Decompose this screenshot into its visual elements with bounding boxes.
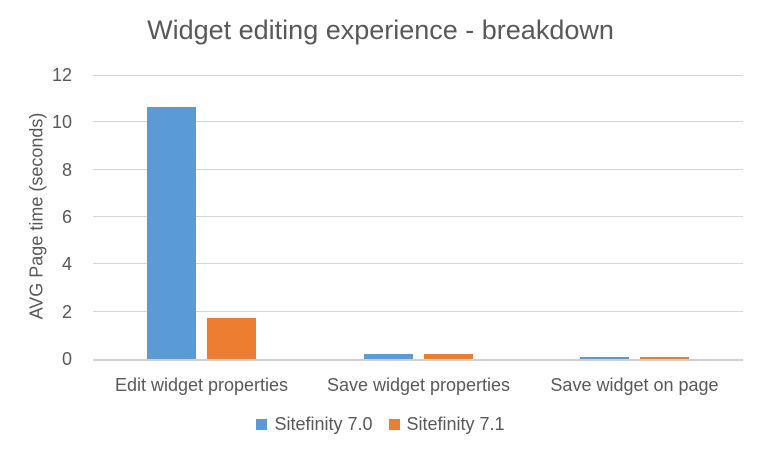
y-tick-label-2: 2 (61, 302, 72, 322)
legend-label-sitefinity-7-0: Sitefinity 7.0 (274, 414, 373, 434)
chart-title: Widget editing experience - breakdown (147, 15, 614, 45)
gridline-y-4 (93, 263, 743, 264)
x-category-label-edit-widget-properties: Edit widget properties (114, 375, 289, 395)
bar-sitefinity-7-0-edit-widget-properties (146, 106, 196, 359)
y-tick-label-8: 8 (61, 160, 72, 180)
gridline-y-6 (93, 216, 743, 217)
legend-swatch-sitefinity-7-0 (256, 418, 268, 430)
legend: Sitefinity 7.0 Sitefinity 7.1 (0, 413, 761, 435)
legend-item-sitefinity-7-0: Sitefinity 7.0 (256, 413, 373, 435)
legend-swatch-sitefinity-7-1 (388, 418, 400, 430)
bar-group-save-widget-properties (363, 353, 473, 359)
y-tick-label-10: 10 (51, 112, 72, 132)
y-tick-label-0: 0 (61, 349, 72, 369)
bar-sitefinity-7-0-save-widget-on-page (580, 357, 630, 359)
legend-item-sitefinity-7-1: Sitefinity 7.1 (388, 413, 505, 435)
gridline-y-10 (93, 121, 743, 122)
bar-group-edit-widget-properties (146, 106, 256, 359)
x-category-label-save-widget-on-page: Save widget on page (550, 375, 719, 395)
y-tick-label-4: 4 (61, 254, 72, 274)
gridline-y-2 (93, 311, 743, 312)
gridline-y-12 (93, 75, 743, 76)
bar-sitefinity-7-0-save-widget-properties (363, 353, 413, 359)
x-axis-line (93, 359, 743, 361)
bar-sitefinity-7-1-save-widget-properties (423, 354, 473, 359)
plot-area (93, 75, 743, 361)
gridline-y-8 (93, 169, 743, 170)
x-category-label-save-widget-properties: Save widget properties (326, 375, 511, 395)
bar-sitefinity-7-1-edit-widget-properties (206, 317, 256, 359)
legend-label-sitefinity-7-1: Sitefinity 7.1 (406, 414, 505, 434)
y-tick-label-12: 12 (51, 65, 72, 85)
bar-group-save-widget-on-page (580, 357, 690, 359)
bar-sitefinity-7-1-save-widget-on-page (640, 357, 690, 359)
y-tick-label-6: 6 (61, 207, 72, 227)
